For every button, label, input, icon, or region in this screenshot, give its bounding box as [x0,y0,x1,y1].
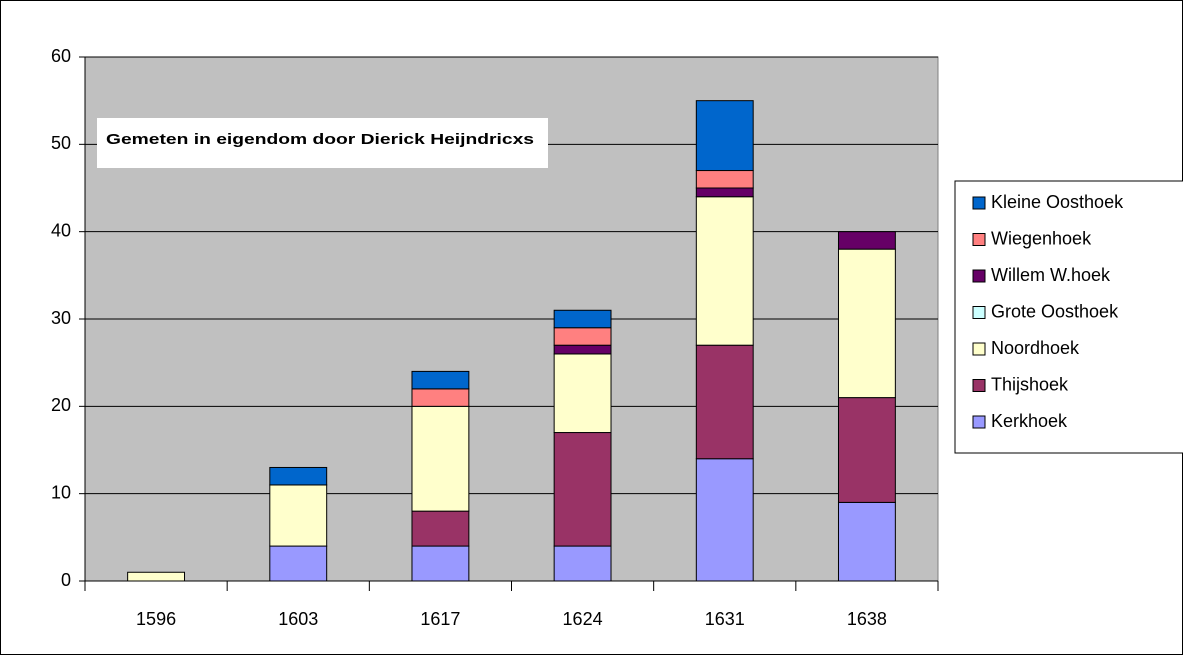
x-tick-label: 1596 [136,609,176,629]
x-tick-label: 1631 [705,609,745,629]
y-tick-label: 50 [51,133,71,153]
legend-swatch [972,233,986,246]
bar-segment [411,405,470,512]
bar-segment [411,510,470,547]
bar-segment [553,309,612,329]
bar-segment [695,170,754,189]
bar-segment [269,484,328,547]
legend-label: Grote Oosthoek [991,301,1119,321]
annotation-box [97,118,548,168]
bar-segment [553,327,612,346]
legend-label: Wiegenhoek [991,228,1092,248]
x-tick-label: 1638 [847,609,887,629]
y-tick-label: 40 [51,220,71,240]
bar-segment [695,458,754,582]
y-tick-label: 60 [51,46,71,66]
y-tick-label: 30 [51,308,71,328]
bar-segment [695,187,754,198]
bar-segment [411,370,470,390]
legend-swatch [972,306,986,319]
legend-label: Willem W.hoek [991,265,1111,285]
legend-swatch [972,269,986,283]
legend-swatch [972,415,986,429]
legend-swatch [972,342,986,356]
legend-label: Kleine Oosthoek [991,192,1124,212]
bar-segment [695,100,754,172]
bar-segment [269,466,328,486]
bar-segment [837,501,896,582]
bar-segment [553,545,612,582]
legend-label: Thijshoek [991,374,1069,394]
bar-segment [127,571,186,582]
annotation: Gemeten in eigendom door Dierick Heijndr… [106,131,534,148]
x-tick-label: 1603 [278,609,318,629]
bar-segment [411,388,470,407]
y-tick-label: 20 [51,395,71,415]
legend-swatch [972,196,986,210]
bar-segment [837,231,896,250]
bar-segment [837,397,896,503]
legend-swatch [972,379,986,392]
bar-segment [411,545,470,582]
legend-label: Kerkhoek [991,411,1068,431]
bar-segment [553,353,612,434]
bar-segment [695,344,754,460]
y-tick-label: 10 [51,482,71,502]
bar-segment [269,545,328,582]
x-tick-label: 1617 [420,609,460,629]
x-tick-label: 1624 [563,609,603,629]
y-tick-label: 0 [61,570,71,590]
bar-segment [695,196,754,346]
bar-segment [553,432,612,547]
legend-label: Noordhoek [991,338,1080,358]
bar-segment [837,248,896,399]
bar-segment [553,344,612,355]
legend-box [954,180,1183,454]
